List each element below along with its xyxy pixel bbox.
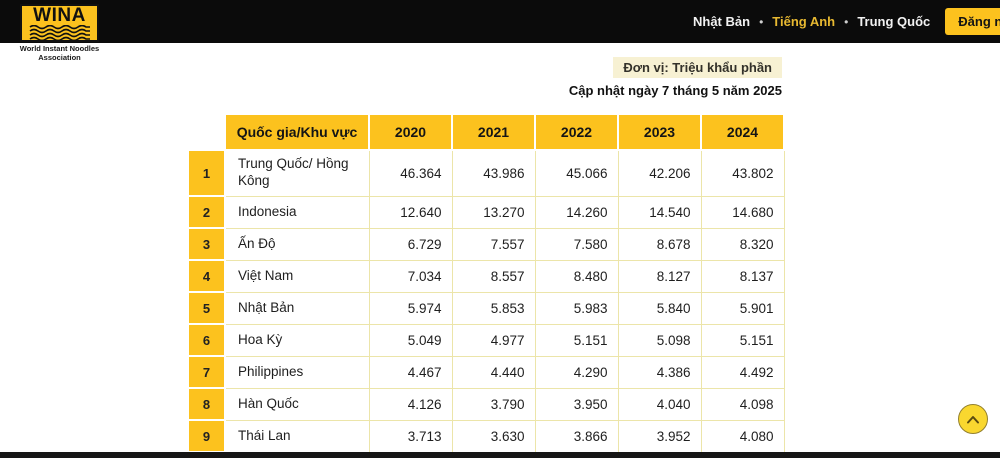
- wina-logo-subtext: World Instant Noodles Association: [19, 44, 100, 63]
- noodle-waves-icon: [29, 25, 90, 40]
- rank-cell: 4: [187, 259, 226, 293]
- scroll-to-top-button[interactable]: [958, 404, 988, 434]
- nav-item-japanese[interactable]: Nhật Bản: [693, 14, 751, 29]
- value-cell: 5.151: [534, 323, 619, 357]
- value-cell: 3.952: [617, 419, 702, 453]
- year-header-cell: 2022: [534, 113, 619, 151]
- table-header-row: Quốc gia/Khu vực 2020 2021 2022 2023 202…: [187, 113, 785, 151]
- table-row: 5 Nhật Bản 5.974 5.853 5.983 5.840 5.901: [187, 291, 785, 325]
- value-cell: 7.034: [368, 259, 453, 293]
- value-cell: 4.386: [617, 355, 702, 389]
- value-cell: 46.364: [368, 149, 453, 197]
- country-cell: Indonesia: [224, 195, 370, 229]
- rank-cell: 6: [187, 323, 226, 357]
- country-cell: Philippines: [224, 355, 370, 389]
- nav-item-english[interactable]: Tiếng Anh: [772, 14, 836, 29]
- value-cell: 6.729: [368, 227, 453, 261]
- rank-cell: 7: [187, 355, 226, 389]
- value-cell: 4.492: [700, 355, 785, 389]
- value-cell: 8.480: [534, 259, 619, 293]
- country-cell: Hoa Kỳ: [224, 323, 370, 357]
- wina-logo-text: WINA: [33, 5, 86, 26]
- table-row: 6 Hoa Kỳ 5.049 4.977 5.151 5.098 5.151: [187, 323, 785, 357]
- table-row: 2 Indonesia 12.640 13.270 14.260 14.540 …: [187, 195, 785, 229]
- wina-logo-box: WINA: [20, 4, 99, 42]
- value-cell: 8.678: [617, 227, 702, 261]
- value-cell: 3.630: [451, 419, 536, 453]
- value-cell: 4.977: [451, 323, 536, 357]
- rank-cell: 8: [187, 387, 226, 421]
- chevron-up-icon: [967, 415, 979, 423]
- value-cell: 8.320: [700, 227, 785, 261]
- country-cell: Hàn Quốc: [224, 387, 370, 421]
- value-cell: 3.790: [451, 387, 536, 421]
- value-cell: 4.080: [700, 419, 785, 453]
- value-cell: 4.290: [534, 355, 619, 389]
- table-row: 9 Thái Lan 3.713 3.630 3.866 3.952 4.080: [187, 419, 785, 453]
- value-cell: 5.098: [617, 323, 702, 357]
- year-header-cell: 2020: [368, 113, 453, 151]
- table-row: 4 Việt Nam 7.034 8.557 8.480 8.127 8.137: [187, 259, 785, 293]
- value-cell: 4.467: [368, 355, 453, 389]
- value-cell: 5.151: [700, 323, 785, 357]
- country-header-cell: Quốc gia/Khu vực: [224, 113, 370, 151]
- unit-note-badge: Đơn vị: Triệu khẩu phần: [613, 57, 782, 78]
- country-cell: Ấn Độ: [224, 227, 370, 261]
- value-cell: 45.066: [534, 149, 619, 197]
- table-row: 7 Philippines 4.467 4.440 4.290 4.386 4.…: [187, 355, 785, 389]
- value-cell: 3.713: [368, 419, 453, 453]
- language-nav: Nhật Bản • Tiếng Anh • Trung Quốc Đăng n…: [693, 0, 1000, 43]
- updated-date-note: Cập nhật ngày 7 tháng 5 năm 2025: [568, 83, 782, 98]
- country-cell: Thái Lan: [224, 419, 370, 453]
- rank-cell: 9: [187, 419, 226, 453]
- value-cell: 4.040: [617, 387, 702, 421]
- rank-cell: 3: [187, 227, 226, 261]
- value-cell: 13.270: [451, 195, 536, 229]
- nav-separator-dot: •: [844, 14, 849, 29]
- value-cell: 12.640: [368, 195, 453, 229]
- noodle-demand-table: Quốc gia/Khu vực 2020 2021 2022 2023 202…: [187, 113, 785, 453]
- value-cell: 8.127: [617, 259, 702, 293]
- value-cell: 14.680: [700, 195, 785, 229]
- country-cell: Nhật Bản: [224, 291, 370, 325]
- nav-item-chinese[interactable]: Trung Quốc: [857, 14, 931, 29]
- value-cell: 8.557: [451, 259, 536, 293]
- value-cell: 8.137: [700, 259, 785, 293]
- value-cell: 43.986: [451, 149, 536, 197]
- value-cell: 5.840: [617, 291, 702, 325]
- year-header-cell: 2021: [451, 113, 536, 151]
- value-cell: 7.580: [534, 227, 619, 261]
- nav-separator-dot: •: [759, 14, 764, 29]
- value-cell: 42.206: [617, 149, 702, 197]
- footer-section-top: [0, 452, 1000, 458]
- table-row: 8 Hàn Quốc 4.126 3.790 3.950 4.040 4.098: [187, 387, 785, 421]
- rank-cell: 5: [187, 291, 226, 325]
- value-cell: 5.901: [700, 291, 785, 325]
- table-row: 3 Ấn Độ 6.729 7.557 7.580 8.678 8.320: [187, 227, 785, 261]
- value-cell: 3.866: [534, 419, 619, 453]
- wina-logo[interactable]: WINA World Instant Noodles Association: [20, 4, 99, 62]
- value-cell: 4.098: [700, 387, 785, 421]
- value-cell: 43.802: [700, 149, 785, 197]
- value-cell: 14.260: [534, 195, 619, 229]
- value-cell: 5.049: [368, 323, 453, 357]
- country-cell: Việt Nam: [224, 259, 370, 293]
- value-cell: 7.557: [451, 227, 536, 261]
- country-cell: Trung Quốc/ Hồng Kông: [224, 149, 370, 197]
- value-cell: 4.440: [451, 355, 536, 389]
- year-header-cell: 2023: [617, 113, 702, 151]
- value-cell: 5.974: [368, 291, 453, 325]
- value-cell: 4.126: [368, 387, 453, 421]
- value-cell: 3.950: [534, 387, 619, 421]
- table-row: 1 Trung Quốc/ Hồng Kông 46.364 43.986 45…: [187, 149, 785, 197]
- rank-cell: 1: [187, 149, 226, 197]
- top-navigation-bar: Nhật Bản • Tiếng Anh • Trung Quốc Đăng n…: [0, 0, 1000, 43]
- corner-cell: [187, 113, 226, 151]
- rank-cell: 2: [187, 195, 226, 229]
- value-cell: 5.983: [534, 291, 619, 325]
- member-login-button[interactable]: Đăng nhập thành viên: [945, 8, 1000, 35]
- value-cell: 14.540: [617, 195, 702, 229]
- year-header-cell: 2024: [700, 113, 785, 151]
- value-cell: 5.853: [451, 291, 536, 325]
